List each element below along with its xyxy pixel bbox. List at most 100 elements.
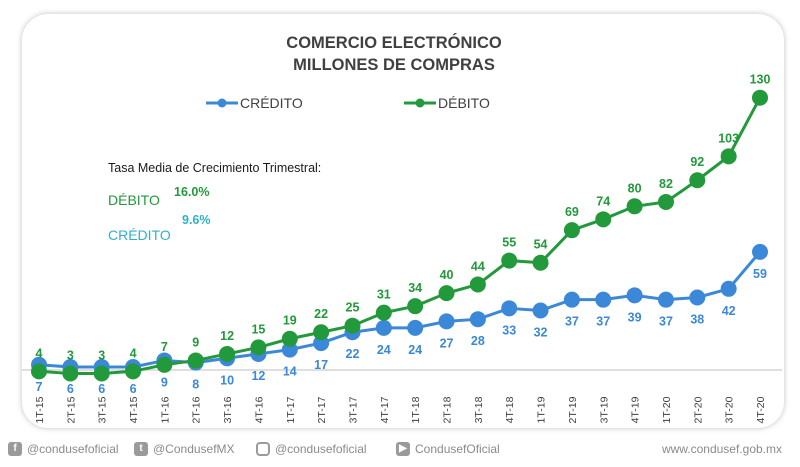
data-label-dbito: 54 xyxy=(534,238,548,252)
chart-card xyxy=(22,14,784,428)
data-label-dbito: 130 xyxy=(750,73,771,87)
chart-title-line1: COMERCIO ELECTRÓNICO xyxy=(286,33,502,52)
data-label-crdito: 14 xyxy=(283,365,297,379)
legend: CRÉDITO DÉBITO xyxy=(206,95,490,111)
x-tick-label: 4T-20 xyxy=(755,396,767,423)
data-label-dbito: 92 xyxy=(690,155,704,169)
data-point-crdito xyxy=(720,280,737,297)
data-point-dbito xyxy=(250,339,267,356)
data-label-crdito: 37 xyxy=(659,315,673,329)
data-label-dbito: 40 xyxy=(440,268,454,282)
data-label-crdito: 28 xyxy=(471,334,485,348)
data-label-crdito: 9 xyxy=(161,375,168,389)
legend-credito-label: CRÉDITO xyxy=(240,95,303,111)
x-tick-label: 1T-15 xyxy=(34,396,46,423)
facebook-link[interactable]: f @condusefoficial xyxy=(8,442,119,456)
data-point-dbito xyxy=(657,193,674,210)
data-label-dbito: 74 xyxy=(596,194,610,208)
data-label-crdito: 22 xyxy=(346,347,360,361)
data-label-crdito: 37 xyxy=(565,315,579,329)
data-point-dbito xyxy=(31,363,47,380)
x-tick-label: 1T-18 xyxy=(410,396,422,423)
youtube-link[interactable]: ▶ CondusefOficial xyxy=(396,442,500,456)
data-label-dbito: 4 xyxy=(36,346,43,360)
data-point-dbito xyxy=(156,356,173,373)
x-tick-label: 2T-20 xyxy=(692,396,704,423)
data-label-crdito: 27 xyxy=(440,336,454,350)
x-tick-label: 3T-15 xyxy=(97,396,109,423)
data-label-dbito: 34 xyxy=(408,281,422,295)
data-label-crdito: 42 xyxy=(722,304,736,318)
data-point-dbito xyxy=(720,148,737,165)
data-point-dbito xyxy=(187,352,204,369)
data-point-dbito xyxy=(532,254,549,271)
x-tick-label: 4T-16 xyxy=(253,396,265,423)
data-point-crdito xyxy=(438,313,455,330)
data-label-dbito: 103 xyxy=(718,131,739,145)
x-tick-label: 4T-15 xyxy=(128,396,140,423)
instagram-link[interactable]: @condusefoficial xyxy=(256,442,367,456)
footer: f @condusefoficial t @CondusefMX @condus… xyxy=(0,436,800,464)
facebook-icon: f xyxy=(8,442,22,456)
data-point-dbito xyxy=(595,211,612,228)
growth-credito-label: CRÉDITO xyxy=(108,227,171,243)
data-point-dbito xyxy=(438,285,455,302)
data-label-crdito: 6 xyxy=(67,382,74,396)
x-tick-label: 1T-19 xyxy=(536,396,548,423)
data-label-dbito: 82 xyxy=(659,177,673,191)
data-point-crdito xyxy=(501,300,518,317)
data-point-dbito xyxy=(62,365,79,382)
data-point-dbito xyxy=(563,222,580,239)
data-point-dbito xyxy=(501,252,518,269)
data-label-crdito: 17 xyxy=(314,358,328,372)
data-label-dbito: 22 xyxy=(314,307,328,321)
growth-credito-rate: 9.6% xyxy=(182,213,211,227)
x-tick-label: 3T-18 xyxy=(473,396,485,423)
data-label-crdito: 33 xyxy=(502,323,516,337)
data-point-crdito xyxy=(657,291,674,308)
legend-debito-marker xyxy=(415,98,425,108)
twitter-handle: @CondusefMX xyxy=(153,442,235,456)
data-label-crdito: 7 xyxy=(36,380,43,394)
line-chart: COMERCIO ELECTRÓNICO MILLONES DE COMPRAS… xyxy=(22,33,782,423)
data-point-dbito xyxy=(375,304,392,321)
legend-debito-label: DÉBITO xyxy=(438,95,490,111)
youtube-icon: ▶ xyxy=(396,442,410,456)
x-tick-label: 3T-16 xyxy=(222,396,234,423)
instagram-handle: @condusefoficial xyxy=(275,442,367,456)
data-point-crdito xyxy=(375,319,392,336)
website-link[interactable]: www.condusef.gob.mx xyxy=(661,442,782,456)
data-label-crdito: 24 xyxy=(408,343,422,357)
x-tick-label: 2T-15 xyxy=(65,396,77,423)
x-tick-label: 4T-19 xyxy=(630,396,642,423)
x-tick-label: 3T-17 xyxy=(347,396,359,423)
data-label-dbito: 31 xyxy=(377,288,391,302)
x-tick-label: 4T-18 xyxy=(504,396,516,423)
chart-title-line2: MILLONES DE COMPRAS xyxy=(293,56,495,74)
data-point-crdito xyxy=(469,311,486,328)
x-tick-label: 3T-19 xyxy=(598,396,610,423)
data-label-crdito: 10 xyxy=(220,373,234,387)
data-label-crdito: 38 xyxy=(690,312,704,326)
data-label-dbito: 15 xyxy=(251,322,265,336)
data-label-dbito: 9 xyxy=(192,335,199,349)
data-label-crdito: 6 xyxy=(98,382,105,396)
x-tick-label: 2T-18 xyxy=(442,396,454,423)
x-tick-label: 2T-19 xyxy=(567,396,579,423)
data-label-dbito: 69 xyxy=(565,205,579,219)
youtube-handle: CondusefOficial xyxy=(415,442,500,456)
data-point-crdito xyxy=(595,291,612,308)
data-point-crdito xyxy=(689,289,706,306)
data-label-dbito: 55 xyxy=(502,236,516,250)
twitter-link[interactable]: t @CondusefMX xyxy=(134,442,235,456)
data-label-crdito: 12 xyxy=(251,369,265,383)
data-label-dbito: 19 xyxy=(283,314,297,328)
data-label-crdito: 24 xyxy=(377,343,391,357)
data-label-dbito: 4 xyxy=(130,346,137,360)
twitter-icon: t xyxy=(134,442,148,456)
x-tick-label: 1T-16 xyxy=(159,396,171,423)
data-point-crdito xyxy=(532,302,549,319)
x-tick-label: 3T-20 xyxy=(724,396,736,423)
data-point-dbito xyxy=(313,324,330,341)
